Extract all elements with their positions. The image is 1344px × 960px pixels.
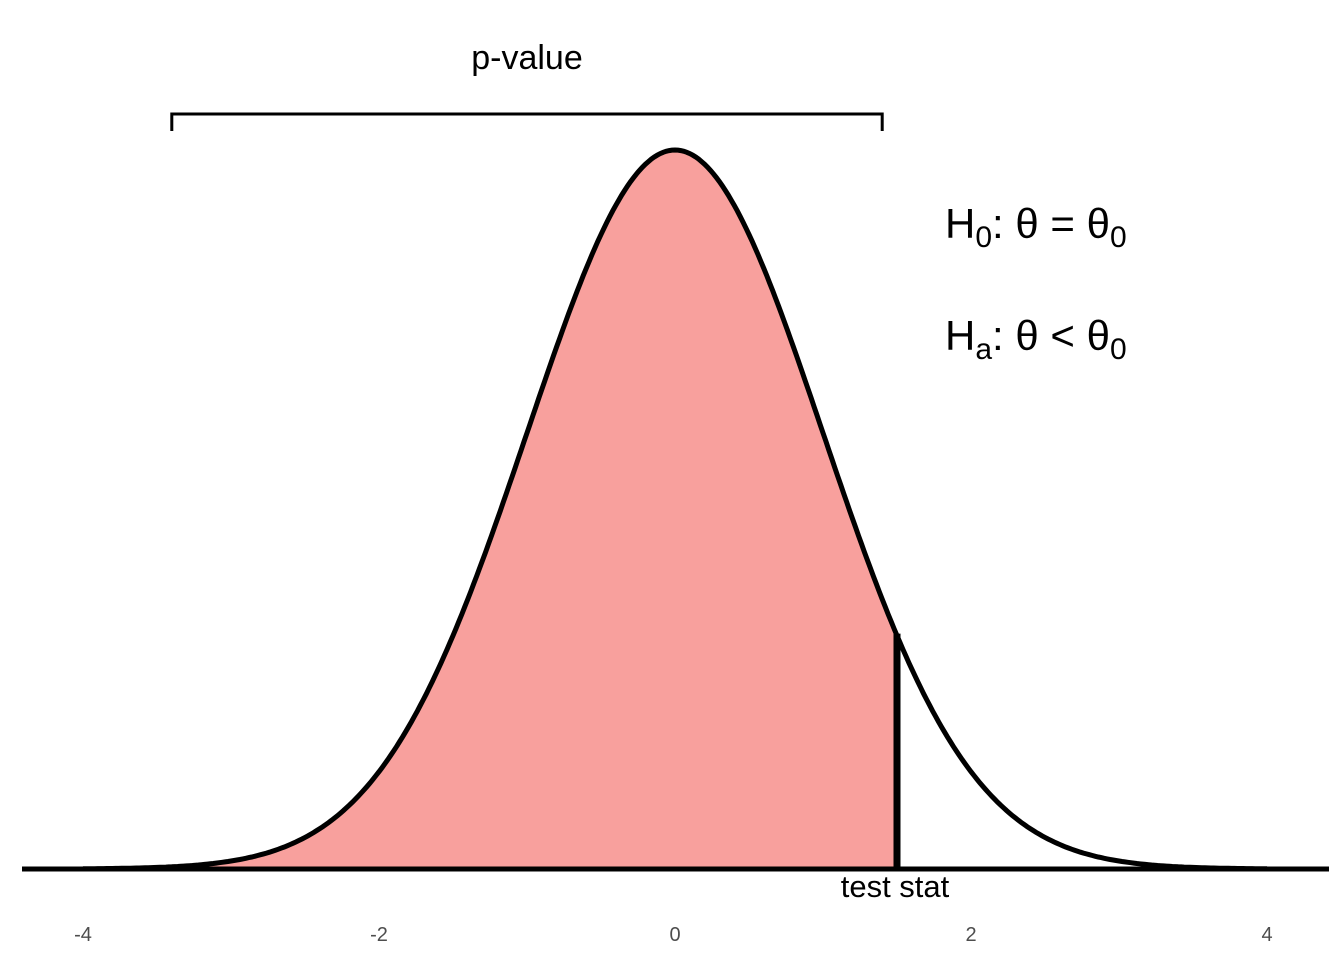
ha-subscript: a: [975, 333, 992, 366]
test-stat-label: test stat: [841, 869, 950, 904]
x-tick-label: -2: [370, 924, 388, 946]
h0-subscript: 0: [975, 221, 992, 254]
bracket-line: [170, 112, 884, 131]
h0-statement: : θ = θ: [992, 200, 1110, 247]
density-curve: [82, 147, 1268, 872]
x-tick-label: 0: [669, 924, 680, 946]
p-value-label: p-value: [471, 39, 583, 77]
ha-theta-subscript: 0: [1110, 333, 1127, 366]
h0-theta-subscript: 0: [1110, 221, 1127, 254]
h0-letter: H: [945, 200, 975, 247]
x-tick-label: 2: [965, 924, 976, 946]
x-axis-ticks: -4 -2 0 2 4: [74, 924, 1272, 946]
ha-statement: : θ < θ: [992, 312, 1110, 359]
ha-letter: H: [945, 312, 975, 359]
alternative-hypothesis: Ha: θ < θ0: [945, 312, 1127, 366]
p-value-shaded-area: [83, 150, 897, 869]
null-hypothesis: H0: θ = θ0: [945, 200, 1127, 254]
x-tick-label: -4: [74, 924, 92, 946]
x-tick-label: 4: [1261, 924, 1272, 946]
p-value-bracket: [170, 112, 884, 131]
